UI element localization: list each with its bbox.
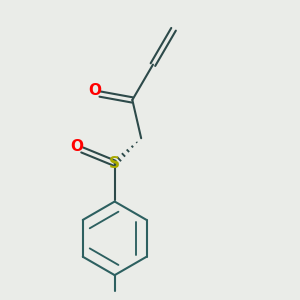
Text: S: S <box>109 156 120 171</box>
Text: O: O <box>88 83 101 98</box>
Text: O: O <box>70 139 83 154</box>
